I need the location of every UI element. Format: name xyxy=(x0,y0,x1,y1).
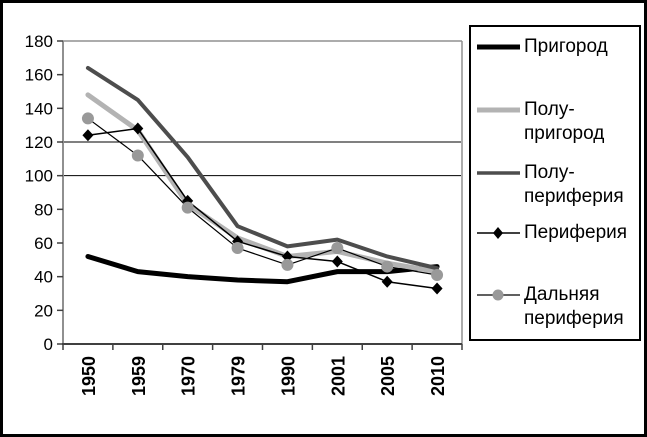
circle-marker-series-4 xyxy=(281,258,294,271)
legend-item-prigorod: Пригород xyxy=(475,35,608,59)
x-axis-label: 1950 xyxy=(79,356,99,396)
series-line-2 xyxy=(85,65,440,271)
darkgray-line-sample-icon xyxy=(477,171,520,175)
diamond-marker-line-sample-icon xyxy=(477,227,520,239)
diamond-marker-series-3 xyxy=(331,255,343,268)
y-axis-label: 100 xyxy=(25,167,53,186)
x-axis-label: 1959 xyxy=(129,356,149,396)
x-axis-label: 1990 xyxy=(278,356,298,396)
legend-label-prigorod: Пригород xyxy=(524,36,608,57)
y-axis-label: 120 xyxy=(25,133,53,152)
diamond-marker-series-3 xyxy=(381,275,393,288)
y-axis-label: 20 xyxy=(34,301,53,320)
series-line-4 xyxy=(87,117,438,276)
y-axis-label: 80 xyxy=(34,200,53,219)
diamond-marker-series-3 xyxy=(132,122,144,135)
x-axis-label: 2010 xyxy=(428,356,448,396)
y-axis-label: 140 xyxy=(25,99,53,118)
circle-marker-series-4 xyxy=(381,260,394,273)
series-line-3 xyxy=(87,127,438,290)
legend-label-dalnyaya-periferia: Дальняя периферия xyxy=(524,284,624,329)
legend-item-dalnyaya-periferia: Дальняя периферия xyxy=(475,283,624,331)
diamond-marker-series-3 xyxy=(431,282,443,295)
series-line-1 xyxy=(85,92,440,275)
circle-marker-series-4 xyxy=(431,268,444,281)
legend-item-poluperiferia: Полу- периферия xyxy=(475,161,624,209)
y-axis-label: 60 xyxy=(34,234,53,253)
legend-label-poluprigorod: Полу- пригород xyxy=(524,99,605,144)
line-chart-plot: 0 20 40 60 80 100 120 140 160 180 1950 1959 1970 1979… xyxy=(25,32,463,396)
legend-label-poluperiferia: Полу- периферия xyxy=(524,162,624,207)
legend-label-periferia: Периферия xyxy=(524,222,628,243)
y-axis-label: 40 xyxy=(34,268,53,287)
diamond-marker-series-3 xyxy=(281,250,293,263)
thick-black-line-sample-icon xyxy=(477,44,520,50)
circle-marker-series-4 xyxy=(331,242,344,255)
x-axis-label: 2005 xyxy=(378,356,398,396)
y-axis-label: 0 xyxy=(44,335,53,354)
circle-marker-series-4 xyxy=(81,112,94,125)
circle-marker-series-4 xyxy=(181,201,194,214)
legend-item-periferia: Периферия xyxy=(475,221,627,245)
diamond-marker-series-3 xyxy=(82,129,94,142)
x-axis-label: 2001 xyxy=(328,356,348,396)
y-axis-label: 180 xyxy=(25,32,53,51)
y-axis-label: 160 xyxy=(25,66,53,85)
circle-marker-series-4 xyxy=(131,149,144,162)
circle-marker-series-4 xyxy=(231,242,244,255)
chart-legend: Пригород Полу- пригород Полу- периферия … xyxy=(469,25,641,341)
x-axis-label: 1970 xyxy=(179,356,199,396)
circle-marker-line-sample-icon xyxy=(477,289,520,301)
legend-item-poluprigorod: Полу- пригород xyxy=(475,98,604,146)
series-line-0 xyxy=(85,253,440,285)
x-axis-label: 1979 xyxy=(229,356,249,396)
thick-lightgray-line-sample-icon xyxy=(477,107,520,113)
